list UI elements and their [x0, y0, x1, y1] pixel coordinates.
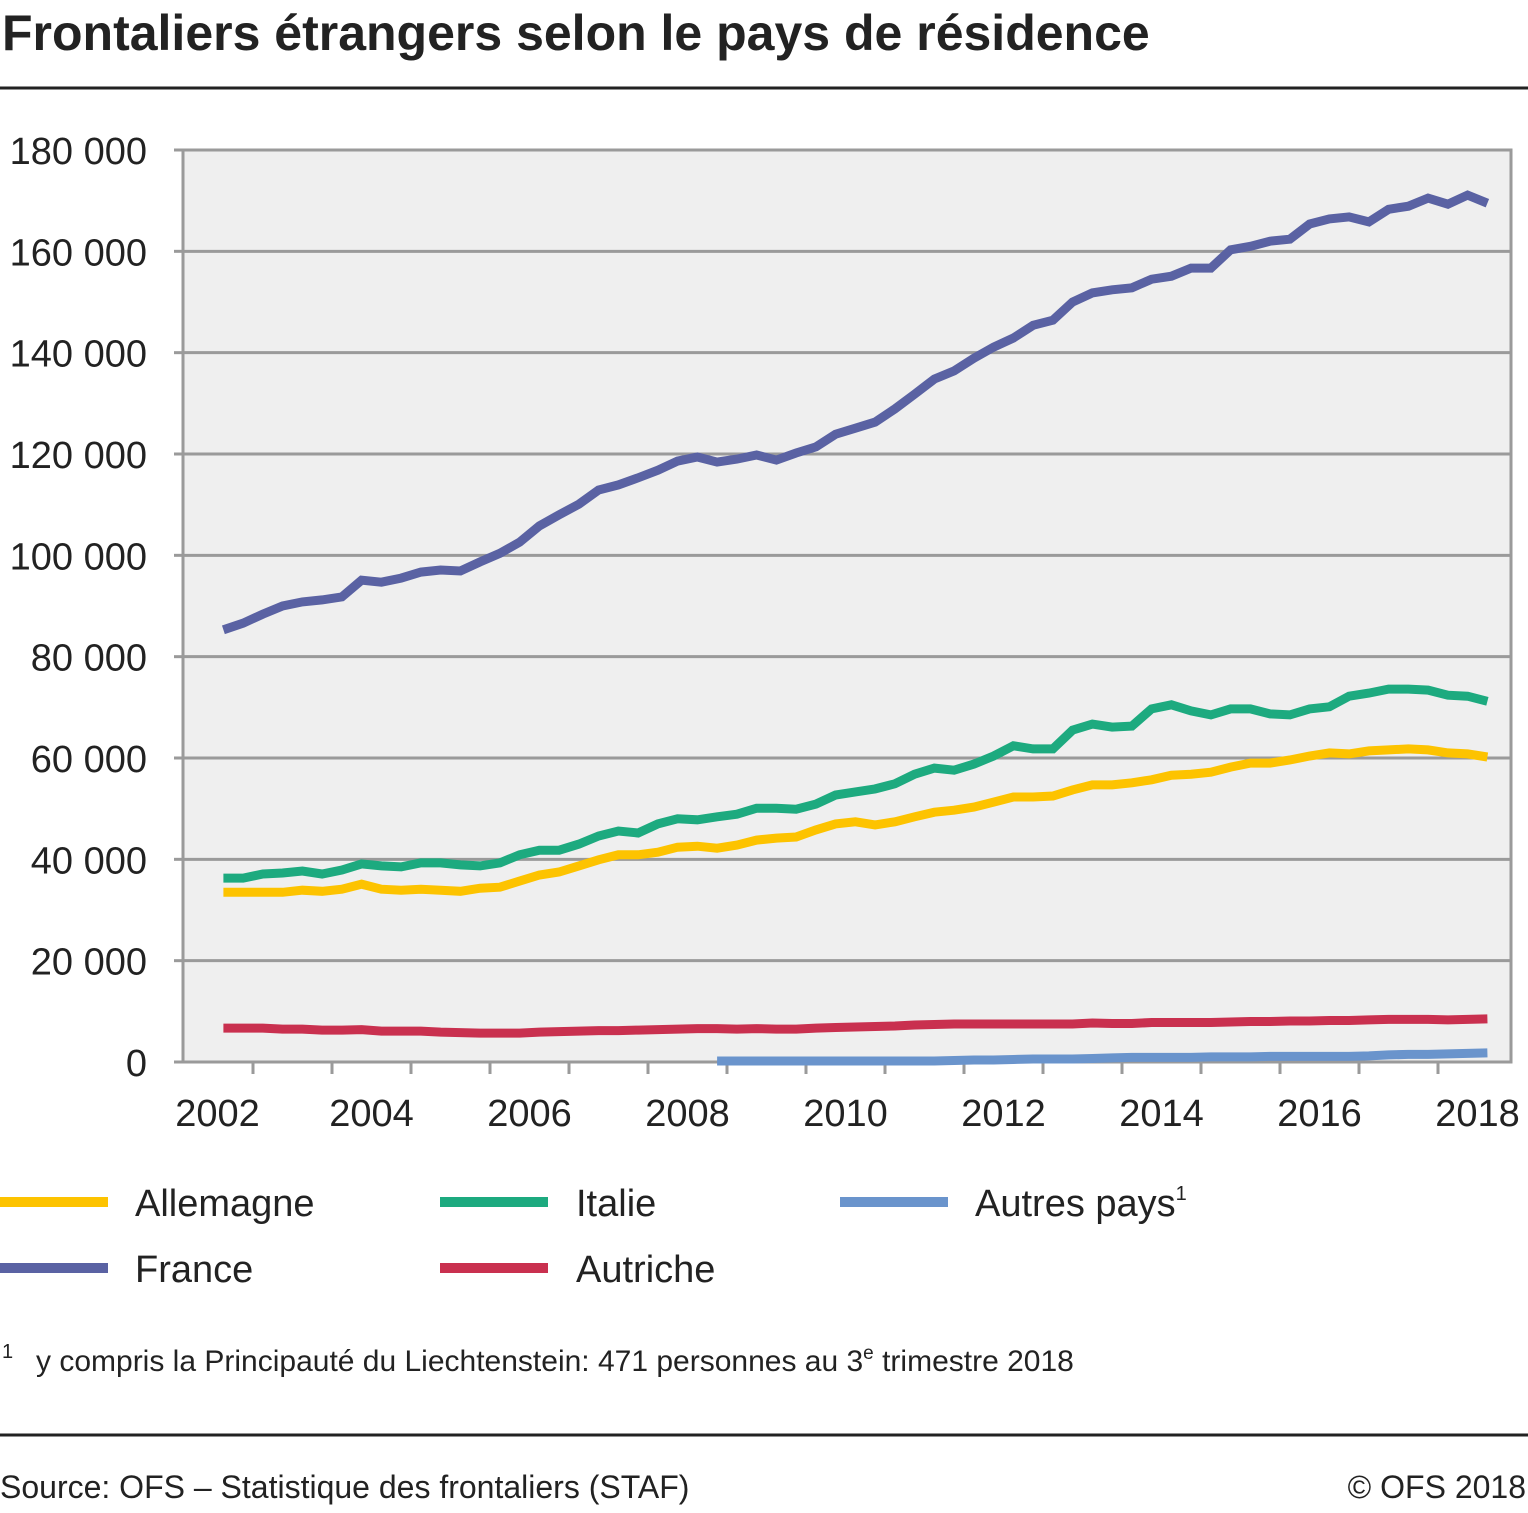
series-line-autres-pays: [717, 1048, 1488, 1066]
y-tick-label: 80 000: [31, 638, 147, 680]
series-line-allemagne: [223, 744, 1489, 897]
legend-label-autriche: Autriche: [576, 1249, 715, 1291]
x-tick-label: 2006: [487, 1093, 572, 1135]
legend-label-allemagne: Allemagne: [135, 1183, 315, 1225]
x-tick-label: 2004: [329, 1093, 414, 1135]
plot-area: [181, 148, 1513, 1064]
y-tick-label: 120 000: [10, 435, 147, 477]
x-tick-label: 2014: [1119, 1093, 1204, 1135]
x-tick-label: 2018: [1435, 1093, 1520, 1135]
chart-title: Frontaliers étrangers selon le pays de r…: [2, 5, 1150, 61]
y-tick-label: 60 000: [31, 739, 147, 781]
y-tick-label: 0: [126, 1043, 147, 1085]
legend-label-france: France: [135, 1249, 253, 1291]
y-tick-label: 20 000: [31, 942, 147, 984]
legend-label-autres-pays: Autres pays1: [975, 1183, 1187, 1225]
series-line-france: [221, 190, 1490, 635]
footnote-mark: 1: [2, 1341, 13, 1363]
y-tick-label: 180 000: [10, 131, 147, 173]
copyright-text: © OFS 2018: [1348, 1469, 1526, 1505]
x-tick-label: 2010: [803, 1093, 888, 1135]
y-tick-label: 160 000: [10, 232, 147, 274]
legend-label-italie: Italie: [576, 1183, 656, 1225]
legend: Allemagne Italie Autres pays1 France Aut…: [0, 1183, 1187, 1291]
source-text: Source: OFS – Statistique des frontalier…: [0, 1469, 689, 1505]
y-tick-label: 140 000: [10, 334, 147, 376]
y-tick-label: 40 000: [31, 840, 147, 882]
footnote-text: y compris la Principauté du Liechtenstei…: [36, 1343, 1074, 1378]
series-line-autriche: [223, 1014, 1488, 1038]
x-tick-label: 2016: [1277, 1093, 1362, 1135]
series-line-italie: [223, 684, 1489, 883]
y-tick-label: 100 000: [10, 536, 147, 578]
x-tick-label: 2008: [645, 1093, 730, 1135]
x-tick-label: 2012: [961, 1093, 1046, 1135]
x-tick-label: 2002: [175, 1093, 260, 1135]
